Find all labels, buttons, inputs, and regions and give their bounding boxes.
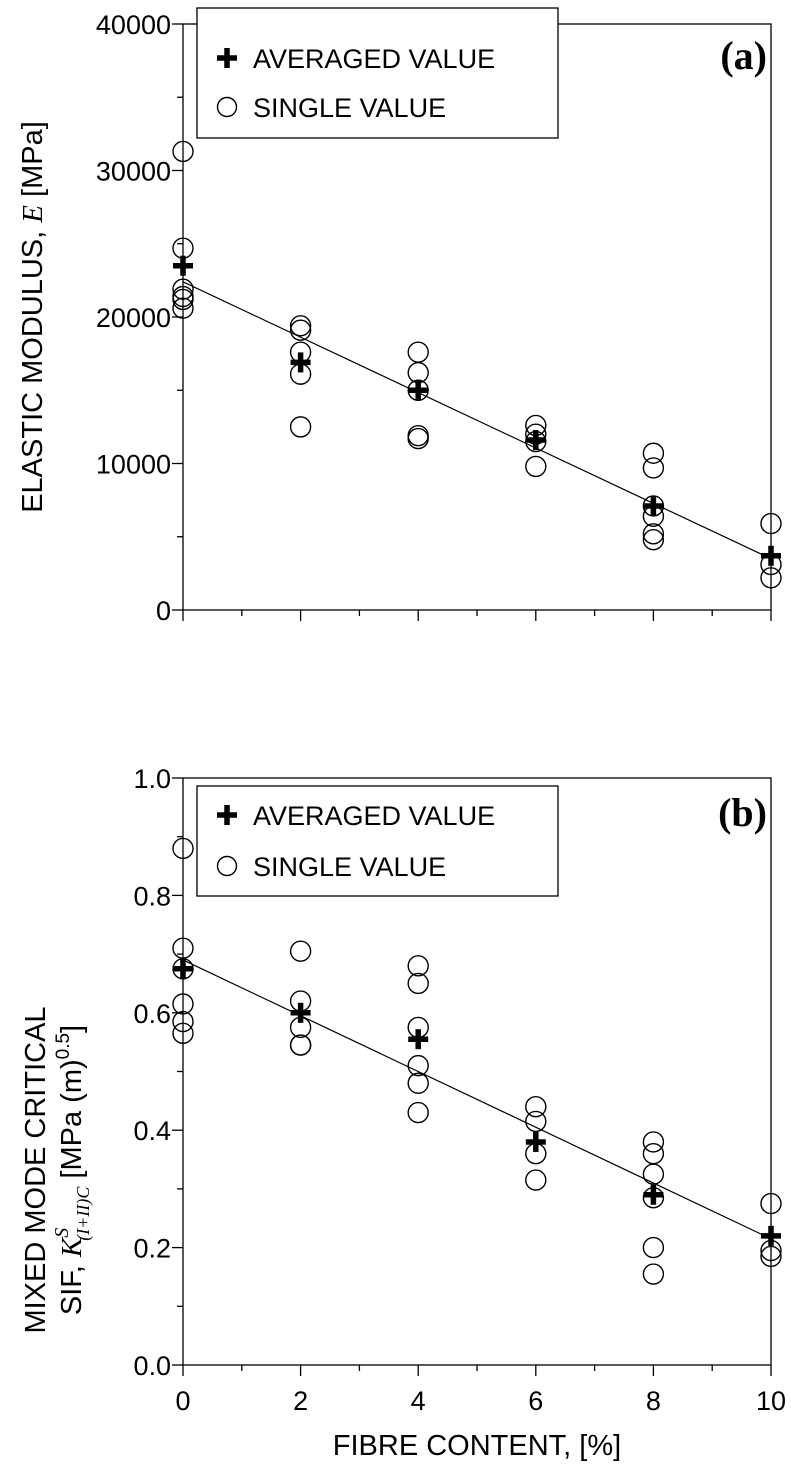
averaged-value-point (525, 1131, 546, 1152)
single-value-point (525, 1096, 547, 1118)
single-value-point (642, 1163, 665, 1185)
panel-b-mixed-mode-sif: MIXED MODE CRITICAL SIF, KS(I+II)C [MPa … (20, 764, 786, 1462)
averaged-value-point (408, 380, 429, 401)
averaged-value-point (643, 495, 664, 516)
panel-b-tick-labels: 0 2 4 6 8 10 0.0 0.2 0.4 0.6 0.8 1.0 (133, 764, 786, 1416)
y-tick-label: 40000 (96, 10, 171, 40)
y-tick-label: 0.0 (133, 1351, 171, 1381)
panel-a-series (172, 140, 782, 589)
single-value-point (407, 1101, 429, 1124)
panel-b-legend-box (196, 785, 559, 897)
single-value-point (525, 1110, 547, 1133)
y-tick-label: 20000 (96, 303, 171, 333)
single-value-point (407, 1072, 429, 1094)
single-value-point (407, 955, 429, 977)
fit-line (182, 281, 772, 560)
averaged-value-point (408, 1029, 429, 1050)
single-value-point (407, 1054, 429, 1077)
x-tick-label: 4 (411, 1386, 426, 1416)
single-value-point (289, 319, 312, 341)
single-value-point (642, 1263, 665, 1285)
single-value-point (407, 427, 429, 450)
panel-b-y-axis-label-line1: MIXED MODE CRITICAL (20, 1006, 52, 1333)
averaged-value-point (643, 1184, 664, 1205)
single-value-point (289, 315, 312, 337)
single-value-point (289, 940, 312, 962)
panel-a-y-axis-label: ELASTIC MODULUS, E [MPa] (17, 121, 49, 513)
panel-a-legend: AVERAGED VALUE SINGLE VALUE (196, 7, 559, 139)
panel-a-tick-labels: 0 10000 20000 30000 40000 (96, 10, 171, 626)
y-tick-label: 0.8 (133, 881, 171, 911)
y-tick-label: 0.6 (133, 999, 171, 1029)
y-tick-label: 0 (156, 596, 171, 626)
averaged-value-point (290, 1002, 311, 1023)
panel-a-legend-box (196, 7, 559, 139)
panel-b-legend-averaged: AVERAGED VALUE (253, 801, 495, 831)
single-value-point (642, 1131, 665, 1153)
x-tick-label: 10 (756, 1386, 786, 1416)
averaged-value-point (290, 352, 311, 373)
y-tick-label: 0.4 (133, 1116, 171, 1146)
y-tick-label: 10000 (96, 450, 171, 480)
panel-b-series (172, 837, 782, 1285)
single-value-point (289, 1034, 312, 1056)
single-value-point (525, 455, 547, 478)
x-tick-label: 0 (175, 1386, 190, 1416)
panel-b-ticks (172, 777, 772, 1376)
averaged-value-point (525, 430, 546, 451)
y-tick-label: 1.0 (133, 764, 171, 794)
single-value-point (407, 341, 429, 363)
panel-b-letter: (b) (718, 790, 767, 835)
single-value-point (642, 1142, 665, 1165)
panel-a-legend-plus-icon (217, 48, 237, 68)
y-tick-label: 30000 (96, 157, 171, 187)
x-tick-label: 6 (528, 1386, 543, 1416)
single-value-point (642, 457, 665, 479)
panel-b-y-axis-label-line2: SIF, KS(I+II)C [MPa (m)0.5] (51, 1025, 94, 1315)
single-value-point (525, 1169, 547, 1191)
panel-a-elastic-modulus: ELASTIC MODULUS, E [MPa] 0 10000 20000 3000… (17, 7, 782, 626)
single-value-point (642, 523, 665, 545)
panel-b-legend-circle-icon (216, 855, 238, 877)
single-value-point (642, 1236, 665, 1259)
x-tick-label: 8 (646, 1386, 661, 1416)
single-value-point (642, 528, 665, 551)
single-value-point (407, 972, 429, 995)
single-value-point (642, 442, 665, 464)
x-axis-label: FIBRE CONTENT, [%] (333, 1430, 621, 1462)
y-tick-label: 0.2 (133, 1234, 171, 1264)
x-tick-label: 2 (293, 1386, 308, 1416)
panel-b-plot-frame (182, 777, 772, 1366)
panel-b-legend-single: SINGLE VALUE (253, 852, 446, 882)
panel-a-legend-circle-icon (216, 96, 238, 118)
panel-a-legend-single: SINGLE VALUE (253, 93, 446, 123)
panel-b-legend: AVERAGED VALUE SINGLE VALUE (196, 785, 559, 897)
panel-b-legend-plus-icon (217, 805, 237, 825)
fit-line (182, 959, 772, 1240)
panel-a-letter: (a) (720, 33, 767, 78)
panel-a-legend-averaged: AVERAGED VALUE (253, 44, 495, 74)
single-value-point (289, 416, 312, 438)
